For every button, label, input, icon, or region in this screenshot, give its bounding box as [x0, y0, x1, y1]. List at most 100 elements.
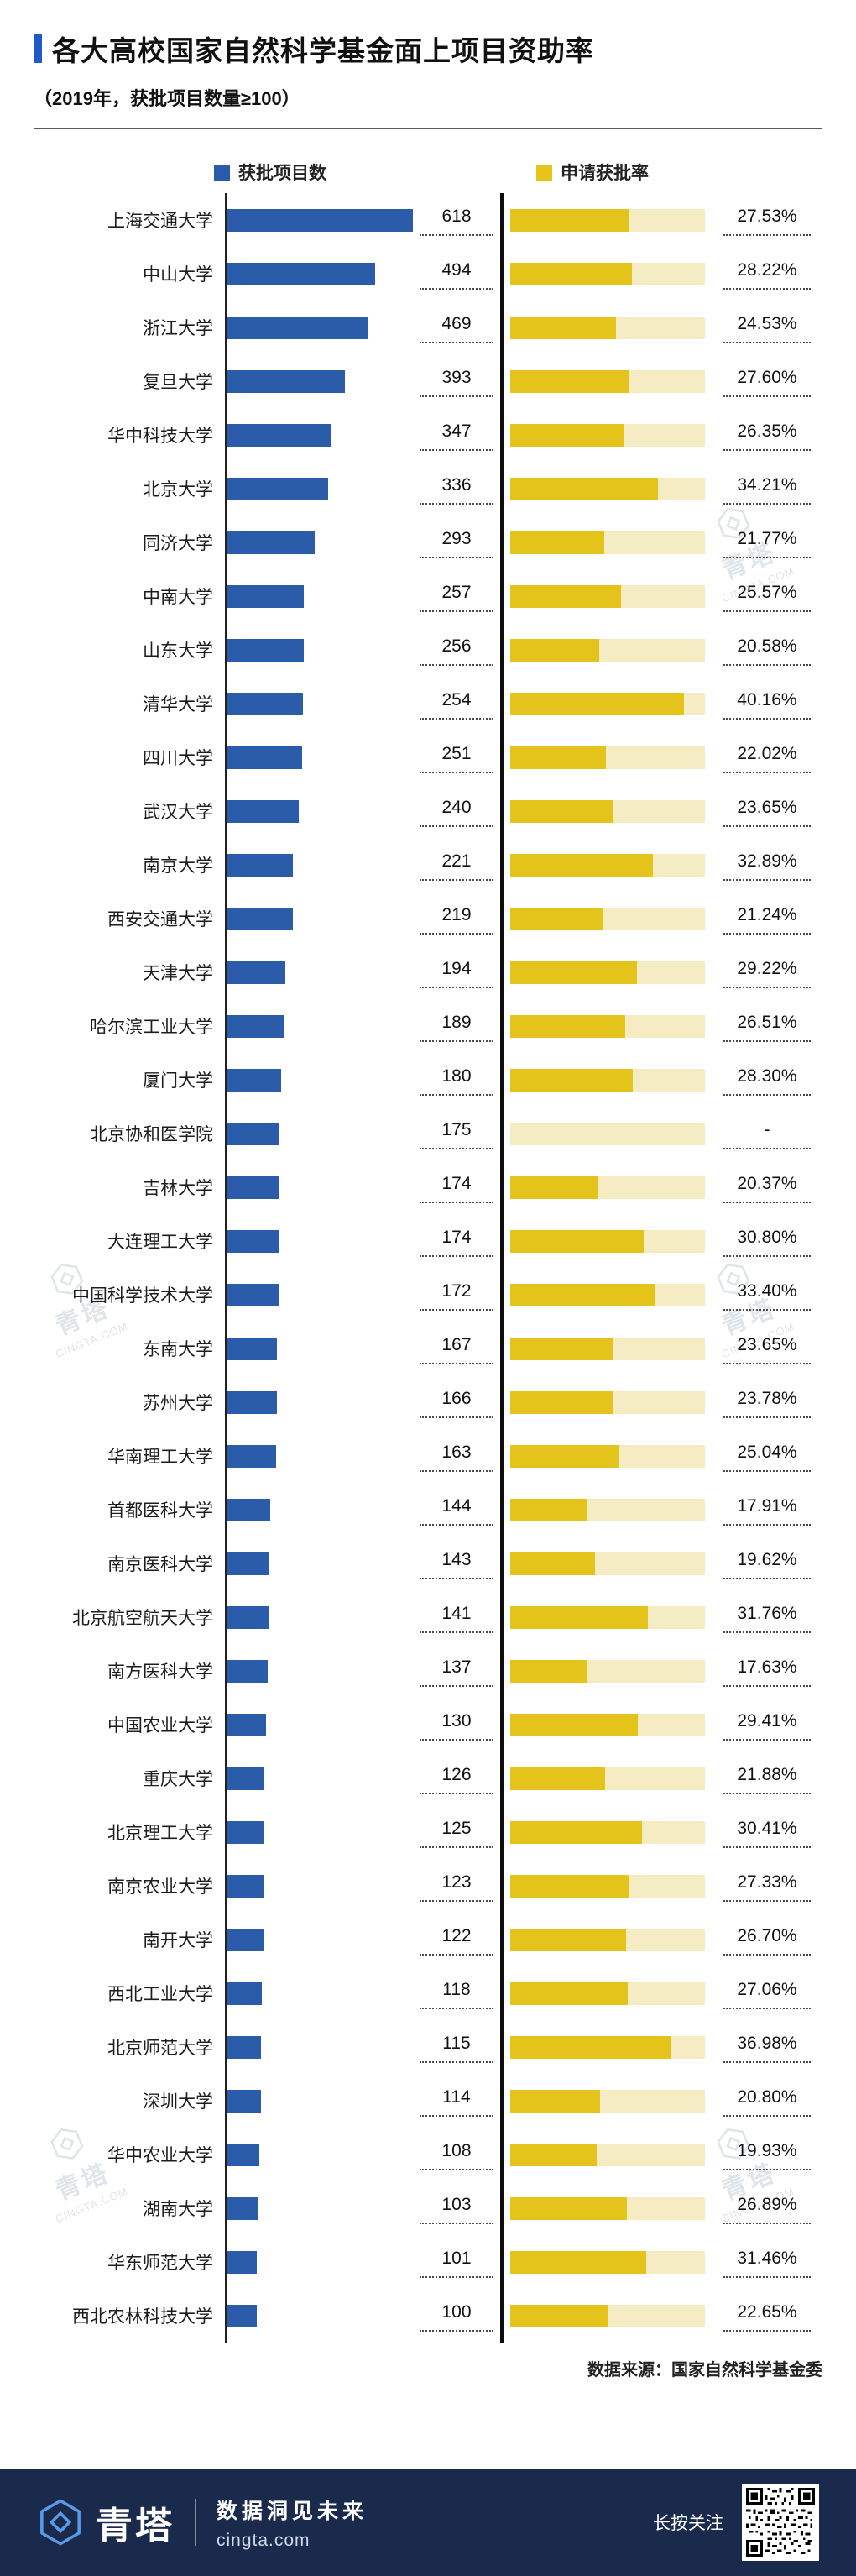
- chart-row: 西北工业大学 118 27.06%: [34, 1966, 822, 2020]
- rate-value: 24.53%: [723, 312, 811, 343]
- rate-value: 25.04%: [723, 1441, 811, 1472]
- rate-bar: [510, 746, 606, 769]
- university-label: 同济大学: [143, 534, 213, 553]
- count-bar-plot: [225, 1913, 413, 1966]
- count-bar: [227, 1390, 277, 1414]
- rate-bar: [510, 1605, 648, 1629]
- cingta-logo-icon: [40, 2499, 81, 2546]
- chart-row: 重庆大学 126 21.88%: [34, 1751, 822, 1805]
- count-cell: 194: [413, 945, 500, 999]
- rate-value: 23.65%: [723, 1333, 811, 1364]
- rate-bar: [510, 262, 633, 285]
- rate-value: 28.22%: [723, 259, 811, 290]
- count-cell: 254: [413, 677, 500, 730]
- chart-row: 华中农业大学 108 19.93%: [34, 2128, 822, 2181]
- count-bar-plot: [225, 1160, 413, 1214]
- rate-bar: [510, 1014, 625, 1038]
- rate-bar-plot: [500, 892, 712, 945]
- rate-bar-plot: [500, 1644, 712, 1698]
- chart-row: 浙江大学 469 24.53%: [34, 301, 822, 354]
- university-label: 南方医科大学: [107, 1662, 213, 1682]
- count-bar: [227, 1767, 265, 1790]
- count-bar: [227, 316, 368, 339]
- count-value: 144: [420, 1495, 493, 1526]
- count-bar-plot: [225, 1644, 413, 1698]
- rate-value: 17.63%: [723, 1656, 811, 1687]
- university-label: 西北工业大学: [107, 1985, 213, 2004]
- rate-bar-track: [510, 1659, 705, 1683]
- rate-value: 20.80%: [723, 2086, 811, 2117]
- count-cell: 118: [413, 1966, 500, 2020]
- count-bar: [227, 1337, 277, 1360]
- university-label: 中山大学: [143, 265, 213, 285]
- rate-cell: 21.24%: [712, 892, 822, 945]
- rate-bar: [510, 1874, 629, 1898]
- count-value: 174: [420, 1226, 493, 1257]
- rate-bar: [510, 1337, 613, 1360]
- count-bar-plot: [225, 1805, 413, 1859]
- rate-bar-plot: [500, 301, 712, 354]
- rate-value: 33.40%: [723, 1280, 811, 1311]
- rate-bar-track: [510, 423, 705, 447]
- rate-bar-plot: [500, 2181, 712, 2235]
- rate-bar-track: [510, 1767, 705, 1790]
- rate-cell: 28.22%: [712, 247, 822, 301]
- rate-bar: [510, 584, 621, 608]
- count-cell: 347: [413, 408, 500, 462]
- count-value: 254: [420, 689, 493, 720]
- rate-bar-track: [510, 1820, 705, 1844]
- rate-bar-track: [510, 316, 705, 339]
- university-label: 中国科学技术大学: [72, 1286, 213, 1306]
- rate-bar-plot: [500, 784, 712, 838]
- rate-bar-track: [510, 262, 705, 285]
- rate-bar-plot: [500, 1483, 712, 1537]
- rate-bar-track: [510, 2089, 705, 2113]
- rate-bar: [510, 208, 629, 232]
- university-label: 北京师范大学: [107, 2039, 213, 2058]
- rate-bar-track: [510, 1498, 705, 1521]
- chart-row: 天津大学 194 29.22%: [34, 945, 822, 999]
- rate-value: 31.46%: [723, 2247, 811, 2278]
- rate-bar-track: [510, 2196, 705, 2220]
- legend: 获批项目数 申请获批率: [34, 160, 822, 185]
- count-bar: [227, 746, 303, 769]
- rate-bar: [510, 2250, 647, 2274]
- rate-bar: [510, 2196, 627, 2220]
- count-value: 180: [420, 1065, 493, 1096]
- rate-bar-plot: [500, 1805, 712, 1859]
- rate-bar: [510, 2089, 601, 2113]
- count-bar-plot: [225, 2020, 413, 2074]
- rate-value: 32.89%: [723, 850, 811, 881]
- rate-bar-track: [510, 1337, 705, 1360]
- count-bar-plot: [225, 1483, 413, 1537]
- university-label: 华东师范大学: [107, 2254, 213, 2273]
- rate-bar-plot: [500, 999, 712, 1053]
- count-bar-plot: [225, 2074, 413, 2128]
- count-bar: [227, 2143, 259, 2166]
- rate-bar-track: [510, 1928, 705, 1951]
- count-bar-plot: [225, 1214, 413, 1268]
- rate-bar: [510, 1820, 642, 1844]
- rate-bar-plot: [500, 1537, 712, 1590]
- count-bar-plot: [225, 999, 413, 1053]
- rate-value: 21.77%: [723, 527, 811, 558]
- rate-bar: [510, 1713, 638, 1736]
- rate-cell: 28.30%: [712, 1053, 822, 1107]
- university-label: 重庆大学: [143, 1770, 213, 1789]
- count-bar-plot: [225, 1375, 413, 1429]
- rate-bar-plot: [500, 2074, 712, 2128]
- count-bar-plot: [225, 1966, 413, 2020]
- university-label: 深圳大学: [143, 2092, 213, 2112]
- rate-value: 36.98%: [723, 2032, 811, 2063]
- rate-bar-plot: [500, 1214, 712, 1268]
- count-cell: 189: [413, 999, 500, 1053]
- university-label: 北京航空航天大学: [72, 1609, 213, 1628]
- chart-row: 西安交通大学 219 21.24%: [34, 892, 822, 945]
- rate-bar-plot: [500, 462, 712, 516]
- chart-row: 吉林大学 174 20.37%: [34, 1160, 822, 1214]
- rate-value: 31.76%: [723, 1602, 811, 1633]
- count-value: 618: [420, 205, 493, 236]
- rate-cell: 34.21%: [712, 462, 822, 516]
- count-bar-plot: [225, 516, 413, 569]
- legend-item-count: 获批项目数: [214, 160, 326, 185]
